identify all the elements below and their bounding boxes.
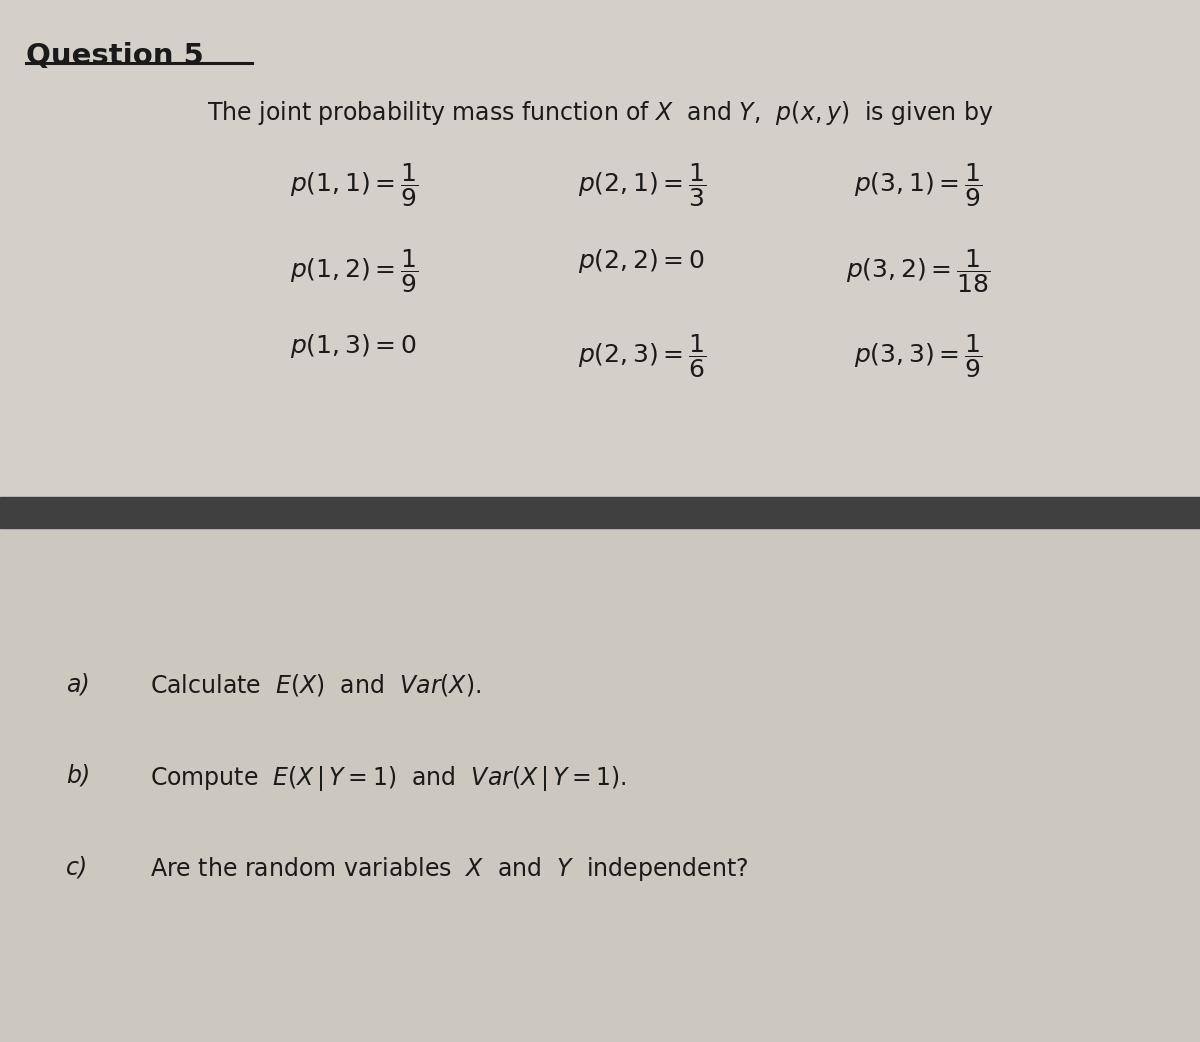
Text: a): a) xyxy=(66,672,90,696)
Text: The joint probability mass function of $X$  and $Y$,  $p(x,y)$  is given by: The joint probability mass function of $… xyxy=(206,99,994,127)
Text: $p(3,1) = \dfrac{1}{9}$: $p(3,1) = \dfrac{1}{9}$ xyxy=(853,162,983,209)
Text: $p(1,1) = \dfrac{1}{9}$: $p(1,1) = \dfrac{1}{9}$ xyxy=(289,162,419,209)
Text: Are the random variables  $X$  and  $Y$  independent?: Are the random variables $X$ and $Y$ ind… xyxy=(150,855,749,884)
Text: $p(1,3) = 0$: $p(1,3) = 0$ xyxy=(290,332,418,361)
Text: $p(3,3) = \dfrac{1}{9}$: $p(3,3) = \dfrac{1}{9}$ xyxy=(853,332,983,380)
Text: $p(3,2) = \dfrac{1}{18}$: $p(3,2) = \dfrac{1}{18}$ xyxy=(846,247,990,295)
Text: b): b) xyxy=(66,764,90,788)
Bar xyxy=(0,528,1200,1042)
Bar xyxy=(0,497,1200,528)
Text: $p(2,1) = \dfrac{1}{3}$: $p(2,1) = \dfrac{1}{3}$ xyxy=(577,162,707,209)
Text: $p(2,2) = 0$: $p(2,2) = 0$ xyxy=(578,247,706,275)
Text: Compute  $E(X\,|\,Y=1)$  and  $Var(X\,|\,Y=1)$.: Compute $E(X\,|\,Y=1)$ and $Var(X\,|\,Y=… xyxy=(150,764,626,793)
Text: $p(2,3) = \dfrac{1}{6}$: $p(2,3) = \dfrac{1}{6}$ xyxy=(577,332,707,380)
Text: $p(1,2) = \dfrac{1}{9}$: $p(1,2) = \dfrac{1}{9}$ xyxy=(289,247,419,295)
Text: Question 5: Question 5 xyxy=(26,42,204,70)
Text: Calculate  $E(X)$  and  $Var(X)$.: Calculate $E(X)$ and $Var(X)$. xyxy=(150,672,481,698)
Text: c): c) xyxy=(66,855,89,879)
